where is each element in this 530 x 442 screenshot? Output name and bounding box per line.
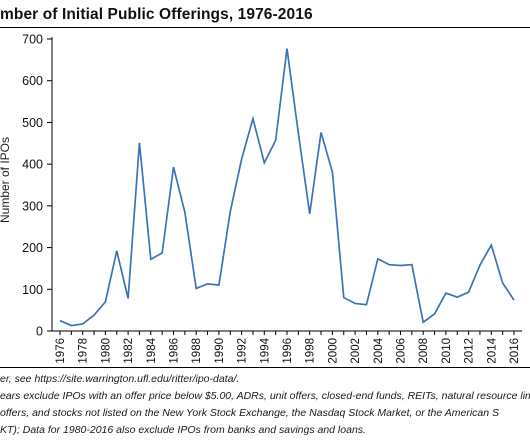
x-axis-ticks: 1976 1978 1980 1982 1984 1986 1988 1990 1992 1994… [55, 331, 521, 364]
x-tick-label: 1994 [259, 337, 271, 363]
x-tick-label: 1982 [123, 338, 135, 364]
y-tick-label: 400 [22, 158, 43, 172]
y-axis-label: Number of IPOs [0, 137, 12, 223]
x-tick-label: 2004 [373, 337, 385, 363]
x-tick-label: 1996 [282, 338, 294, 364]
x-tick-label: 1998 [305, 338, 317, 364]
y-tick-label: 0 [36, 325, 43, 339]
x-tick-label: 1992 [237, 338, 249, 364]
x-tick-label: 1980 [100, 338, 112, 364]
x-tick-label: 2010 [441, 338, 453, 364]
x-tick-label: 2006 [396, 338, 408, 364]
x-tick-label: 1986 [169, 338, 181, 364]
y-tick-label: 300 [22, 199, 43, 213]
x-tick-label: 2012 [464, 338, 476, 364]
y-axis-ticks: 0 100 200 300 400 500 600 700 [22, 33, 52, 339]
x-tick-label: 2016 [509, 338, 521, 364]
y-tick-label: 100 [22, 283, 43, 297]
x-tick-label: 2000 [327, 338, 339, 364]
note-line-4: KT); Data for 1980-2016 also exclude IPO… [0, 424, 366, 436]
note-line-1: er, see https://site.warrington.ufl.edu/… [0, 373, 240, 385]
chart-title: mber of Initial Public Offerings, 1976-2… [0, 6, 313, 23]
x-tick-label: 2002 [350, 338, 362, 364]
chart-axes [51, 37, 522, 332]
x-tick-label: 1990 [214, 338, 226, 364]
notes-divider [0, 367, 530, 368]
y-tick-label: 200 [22, 241, 43, 255]
x-tick-label: 1984 [146, 337, 158, 363]
x-tick-label: 1978 [78, 338, 90, 364]
x-tick-label: 1976 [55, 338, 67, 364]
y-tick-label: 600 [22, 74, 43, 88]
chart-notes: er, see https://site.warrington.ufl.edu/… [0, 371, 530, 439]
y-tick-label: 500 [22, 116, 43, 130]
series-line-ipos [59, 48, 515, 327]
x-tick-label: 2008 [418, 338, 430, 364]
y-tick-label: 700 [22, 33, 43, 47]
title-divider [0, 27, 530, 28]
chart-series [59, 48, 515, 327]
note-line-3: offers, and stocks not listed on the New… [0, 407, 500, 419]
x-tick-label: 2014 [486, 337, 498, 363]
note-line-2: ears exclude IPOs with an offer price be… [0, 390, 530, 402]
x-tick-label: 1988 [191, 338, 203, 364]
